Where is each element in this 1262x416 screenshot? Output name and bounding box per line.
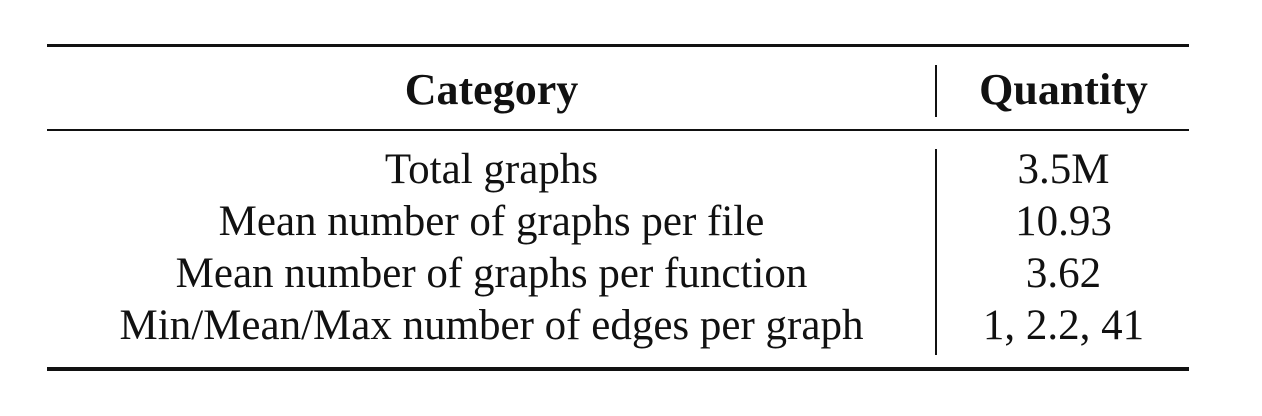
table-body: Total graphs 3.5M Mean number of graphs … bbox=[47, 131, 1189, 367]
table-header-row: Category Quantity bbox=[47, 47, 1189, 129]
body-column-divider bbox=[935, 149, 937, 355]
table-row-1-quantity: 3.5M bbox=[1017, 146, 1110, 193]
table-row-3-quantity: 3.62 bbox=[1025, 250, 1102, 297]
header-column-divider bbox=[935, 65, 937, 117]
table-header-rule bbox=[47, 129, 1189, 131]
table-row-4-category: Min/Mean/Max number of edges per graph bbox=[119, 302, 864, 349]
table-row-3-category: Mean number of graphs per function bbox=[175, 250, 808, 297]
table-row-2-quantity: 10.93 bbox=[1015, 198, 1112, 245]
table-row-4-quantity: 1, 2.2, 41 bbox=[982, 302, 1145, 349]
table-top-rule bbox=[47, 44, 1189, 47]
table-row-2-category: Mean number of graphs per file bbox=[218, 198, 765, 245]
statistics-table: Category Quantity Total graphs 3.5M Mean… bbox=[47, 44, 1189, 371]
table-bottom-rule bbox=[47, 367, 1189, 371]
table-row-1-category: Total graphs bbox=[384, 146, 599, 193]
header-category: Category bbox=[404, 65, 579, 114]
header-quantity: Quantity bbox=[979, 65, 1148, 114]
